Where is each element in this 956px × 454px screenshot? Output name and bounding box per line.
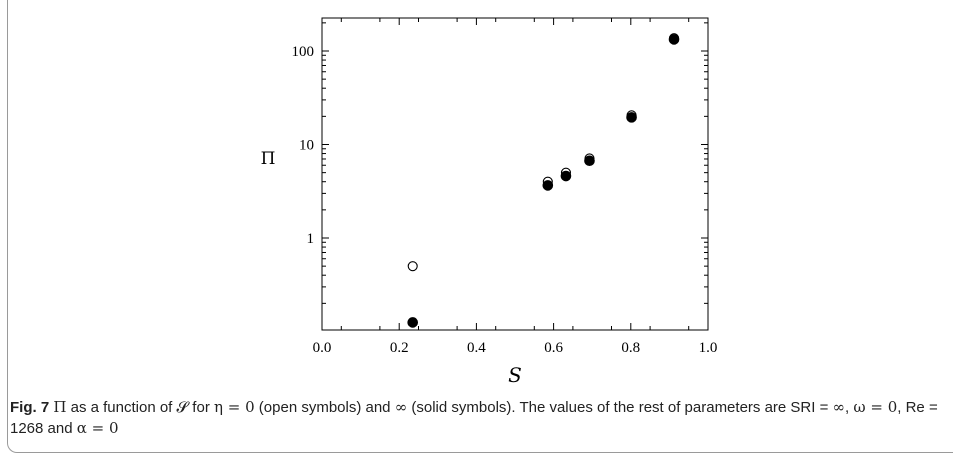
solid-point (584, 155, 595, 167)
y-axis-label: Π (261, 149, 276, 169)
caption-text-6: , Re = 1268 and (10, 399, 938, 437)
caption-text-2: for (188, 399, 214, 416)
open-point (407, 261, 418, 272)
x-tick-label: 0.6 (544, 340, 563, 356)
caption-text-4: (solid symbols). The values of the rest … (407, 399, 833, 416)
scatter-chart: 0.0 0.2 0.4 0.6 0.8 1.0 1 10 100 Π S (261, 17, 718, 387)
x-tick-label: 0.2 (390, 340, 409, 356)
caption-text-5: , (845, 399, 854, 416)
caption-alpha: α = 0 (76, 419, 119, 437)
figure-frame (7, 0, 953, 453)
solid-point (668, 34, 680, 45)
caption-omega: ω = 0 (853, 398, 898, 416)
solid-point (626, 112, 637, 123)
solid-point (542, 180, 554, 191)
caption-s-symbol: 𝓢 (176, 398, 189, 416)
caption-eta: η = 0 (213, 398, 255, 416)
y-tick-label: 100 (292, 44, 315, 60)
y-tick-label: 10 (299, 138, 314, 154)
solid-point (560, 170, 572, 182)
caption-text-1: as a function of (66, 399, 177, 416)
figure-caption: Fig. 7 Π as a function of 𝓢 for η = 0 (o… (10, 397, 940, 439)
figure-label: Fig. 7 (10, 399, 50, 416)
caption-pi-symbol: Π (53, 398, 67, 416)
caption-infinity-2: ∞ (832, 398, 846, 416)
x-tick-label: 1.0 (699, 340, 718, 356)
data-points (407, 33, 680, 328)
x-tick-label: 0.8 (621, 340, 640, 356)
x-tick-label: 0.0 (313, 340, 332, 356)
plot-border (321, 17, 709, 331)
solid-point (407, 317, 419, 328)
y-tick-label: 1 (307, 231, 315, 247)
caption-text-3: (open symbols) and (254, 399, 395, 416)
caption-infinity: ∞ (394, 398, 408, 416)
plot-axes: 0.0 0.2 0.4 0.6 0.8 1.0 1 10 100 Π S (261, 17, 718, 387)
x-axis-label: S (508, 363, 522, 387)
x-tick-label: 0.4 (467, 340, 486, 356)
